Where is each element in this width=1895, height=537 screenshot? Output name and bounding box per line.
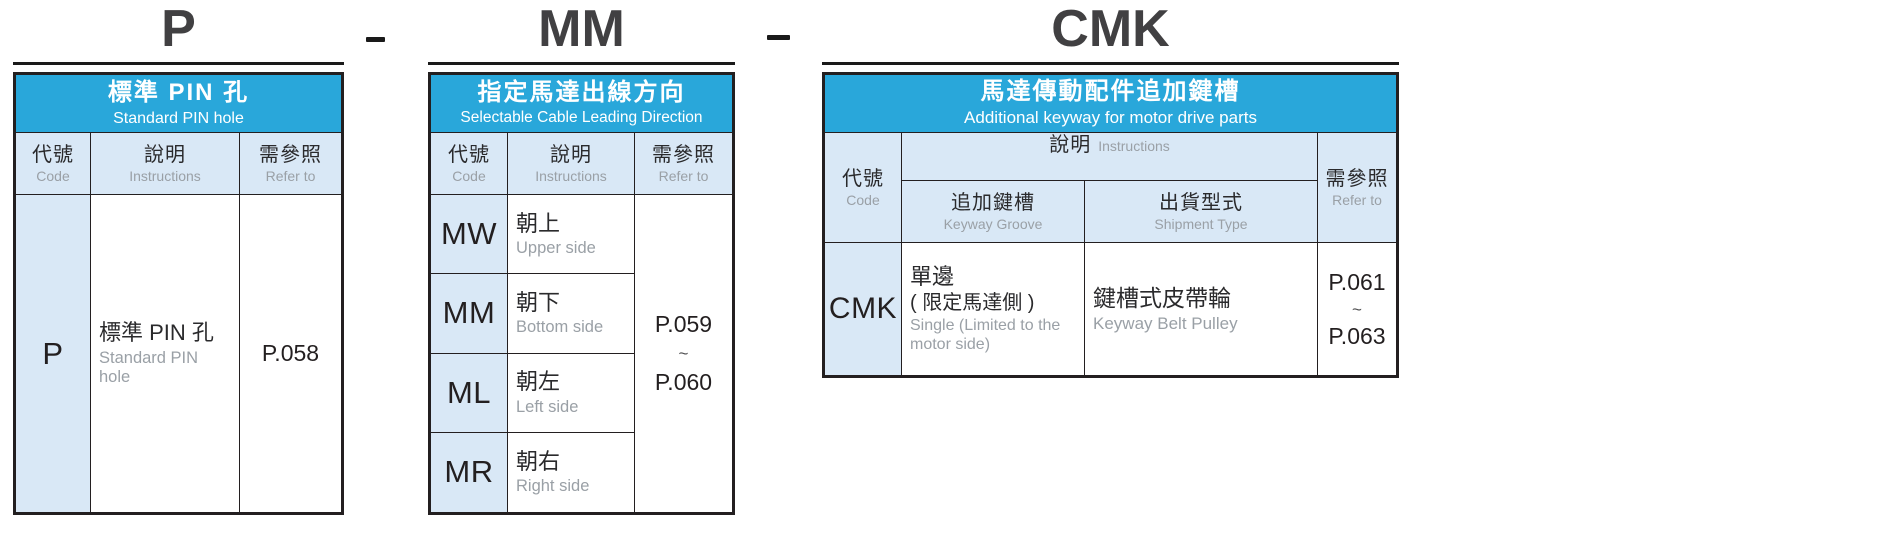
keyway-zh: 單邊 xyxy=(910,263,955,289)
description-en: Standard PIN hole xyxy=(99,348,199,387)
description-zh: 朝左 xyxy=(516,369,561,395)
refer-cell-merged: P.061 ~ P.063 xyxy=(1318,243,1396,375)
pattern-part-cmk: CMK xyxy=(1051,0,1170,58)
column-header-shipment-en: Shipment Type xyxy=(1154,215,1248,232)
description-zh: 朝右 xyxy=(516,448,561,474)
column-header-code: 代號 Code xyxy=(825,133,902,243)
refer-page-to: P.060 xyxy=(654,369,713,395)
refer-tilde: ~ xyxy=(1352,299,1362,319)
keyway-zh-note: ( 限定馬達側 ) xyxy=(910,292,1035,315)
column-header-shipment-type: 出貨型式 Shipment Type xyxy=(1085,181,1318,243)
column-header-code: 代號 Code xyxy=(431,133,508,195)
column-header-code-en: Code xyxy=(452,167,486,184)
refer-cell-merged: P.059 ~ P.060 xyxy=(635,195,732,512)
code-cell: CMK xyxy=(825,243,902,375)
table-title-bar: 指定馬達出線方向 Selectable Cable Leading Direct… xyxy=(431,75,732,133)
pattern-part-mm: MM xyxy=(538,0,625,58)
description-en: Upper side xyxy=(516,239,596,258)
column-header-code-zh: 代號 xyxy=(842,167,884,190)
title-underline xyxy=(822,62,1399,65)
table-title-en: Additional keyway for motor drive parts xyxy=(964,108,1257,128)
column-header-instructions-zh: 說明 xyxy=(1049,134,1092,156)
column-header-instructions: 說明 Instructions xyxy=(508,133,635,195)
description-zh: 標準 PIN 孔 xyxy=(99,320,214,346)
table-title-zh: 指定馬達出線方向 xyxy=(477,79,686,107)
column-header-instructions-zh: 說明 xyxy=(550,143,592,166)
refer-cell: P.058 xyxy=(261,340,320,366)
description-en: Right side xyxy=(516,477,590,496)
column-header-instructions: 說明 Instructions xyxy=(91,133,240,195)
column-header-refer-to: 需參照 Refer to xyxy=(240,133,341,195)
keyway-en: Single (Limited to the motor side) xyxy=(910,317,1061,354)
title-underline xyxy=(428,62,735,65)
column-header-instructions-en: Instructions xyxy=(129,167,201,184)
shipment-type-cell: 鍵槽式皮帶輪 Keyway Belt Pulley xyxy=(1085,243,1318,375)
column-header-instructions-en: Instructions xyxy=(535,167,607,184)
table-title-en: Selectable Cable Leading Direction xyxy=(460,109,703,127)
description-cell: 標準 PIN 孔 Standard PIN hole xyxy=(91,195,240,512)
column-header-code: 代號 Code xyxy=(16,133,91,195)
column-header-code-zh: 代號 xyxy=(32,143,74,166)
column-header-refer-zh: 需參照 xyxy=(652,143,715,166)
description-cell: 朝右 Right side xyxy=(508,432,635,512)
pattern-part-p: P xyxy=(161,0,196,58)
table-title-zh: 標準 PIN 孔 xyxy=(107,79,250,106)
column-header-instructions-en: Instructions xyxy=(1098,138,1170,154)
pattern-separator-dash xyxy=(767,35,790,40)
table-additional-keyway: 馬達傳動配件追加鍵槽 Additional keyway for motor d… xyxy=(822,72,1399,378)
table-title-en: Standard PIN hole xyxy=(113,109,244,127)
shipment-zh: 鍵槽式皮帶輪 xyxy=(1093,284,1231,311)
table-standard-pin-hole: 標準 PIN 孔 Standard PIN hole 代號 Code 說明 In… xyxy=(13,72,344,515)
column-header-keyway-en: Keyway Groove xyxy=(943,215,1043,232)
title-underline xyxy=(13,62,344,65)
refer-tilde: ~ xyxy=(678,344,689,363)
column-header-instructions: 說明 Instructions xyxy=(902,133,1318,181)
pattern-separator-dash xyxy=(366,37,385,42)
shipment-en: Keyway Belt Pulley xyxy=(1093,314,1238,334)
description-zh: 朝下 xyxy=(516,289,561,315)
description-cell: 朝下 Bottom side xyxy=(508,274,635,354)
column-header-code-en: Code xyxy=(36,167,70,184)
code-cell: MR xyxy=(431,432,508,512)
code-cell: MM xyxy=(431,274,508,354)
refer-page-from: P.059 xyxy=(654,311,713,337)
table-title-zh: 馬達傳動配件追加鍵槽 xyxy=(980,78,1241,106)
column-header-keyway-groove: 追加鍵槽 Keyway Groove xyxy=(902,181,1085,243)
description-cell: 朝左 Left side xyxy=(508,353,635,433)
column-header-refer-to: 需參照 Refer to xyxy=(1318,133,1396,243)
refer-page-to: P.063 xyxy=(1328,322,1386,349)
column-header-instructions-zh: 說明 xyxy=(144,143,186,166)
code-cell: ML xyxy=(431,353,508,433)
code-cell: P xyxy=(16,195,91,512)
column-header-keyway-zh: 追加鍵槽 xyxy=(951,191,1035,214)
refer-page-from: P.061 xyxy=(1328,268,1386,295)
column-header-refer-en: Refer to xyxy=(658,167,709,184)
description-cell: 朝上 Upper side xyxy=(508,195,635,275)
column-header-code-zh: 代號 xyxy=(448,143,490,166)
column-header-refer-to: 需參照 Refer to xyxy=(635,133,732,195)
description-en: Bottom side xyxy=(516,318,604,337)
description-en: Left side xyxy=(516,397,579,416)
column-header-refer-en: Refer to xyxy=(1332,191,1382,208)
code-cell: MW xyxy=(431,195,508,275)
description-zh: 朝上 xyxy=(516,210,561,236)
keyway-groove-cell: 單邊 ( 限定馬達側 ) Single (Limited to the moto… xyxy=(902,243,1085,375)
column-header-refer-en: Refer to xyxy=(265,167,316,184)
column-header-refer-zh: 需參照 xyxy=(1325,167,1389,190)
column-header-shipment-zh: 出貨型式 xyxy=(1159,191,1243,214)
table-cable-leading-direction: 指定馬達出線方向 Selectable Cable Leading Direct… xyxy=(428,72,735,515)
table-title-bar: 標準 PIN 孔 Standard PIN hole xyxy=(16,75,341,133)
table-title-bar: 馬達傳動配件追加鍵槽 Additional keyway for motor d… xyxy=(825,75,1396,133)
column-header-code-en: Code xyxy=(846,191,880,208)
column-header-refer-zh: 需參照 xyxy=(259,143,322,166)
